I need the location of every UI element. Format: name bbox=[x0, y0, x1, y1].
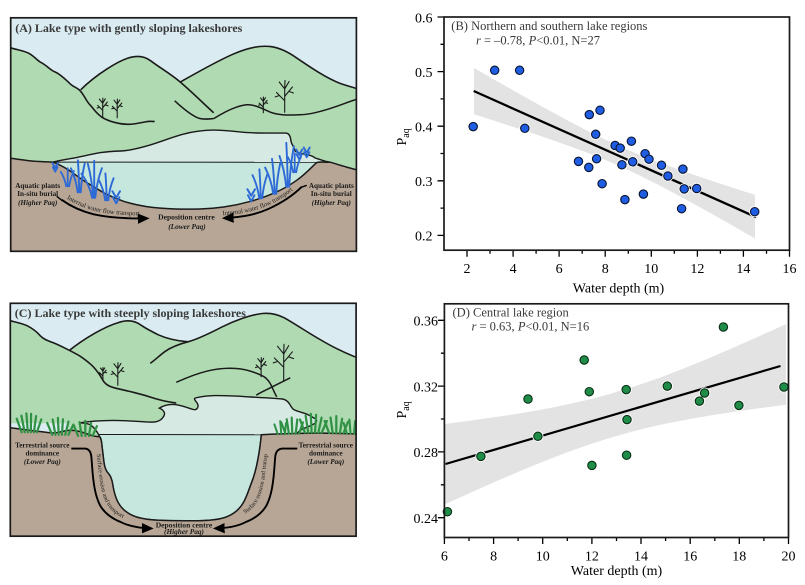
svg-text:2: 2 bbox=[464, 262, 471, 277]
svg-text:In-situ burial: In-situ burial bbox=[17, 190, 58, 198]
svg-text:0.6: 0.6 bbox=[415, 11, 433, 26]
svg-text:(Higher Paq): (Higher Paq) bbox=[18, 199, 57, 207]
svg-text:Terrestrial source: Terrestrial source bbox=[15, 441, 69, 449]
svg-text:dominance: dominance bbox=[26, 450, 60, 458]
svg-text:(Higher Paq): (Higher Paq) bbox=[164, 527, 204, 536]
svg-text:20: 20 bbox=[782, 549, 796, 564]
svg-text:(Lower Paq): (Lower Paq) bbox=[307, 458, 344, 466]
svg-text:0.28: 0.28 bbox=[414, 446, 439, 461]
svg-text:r = 0.63, P<0.01, N=16: r = 0.63, P<0.01, N=16 bbox=[472, 319, 590, 333]
svg-text:4: 4 bbox=[510, 262, 517, 277]
svg-text:dominance: dominance bbox=[309, 450, 343, 458]
svg-text:0.2: 0.2 bbox=[415, 230, 433, 245]
svg-text:18: 18 bbox=[732, 549, 746, 564]
svg-text:Deposition centre: Deposition centre bbox=[156, 520, 213, 529]
svg-text:(D) Central lake region: (D) Central lake region bbox=[453, 305, 570, 319]
svg-text:12: 12 bbox=[690, 262, 704, 277]
svg-text:Terrestrial source: Terrestrial source bbox=[299, 441, 353, 449]
svg-text:8: 8 bbox=[602, 262, 609, 277]
svg-text:In-situ burial: In-situ burial bbox=[311, 190, 352, 198]
svg-text:6: 6 bbox=[556, 262, 563, 277]
svg-text:(Lower Paq): (Lower Paq) bbox=[168, 222, 206, 231]
svg-text:12: 12 bbox=[585, 549, 599, 564]
svg-text:16: 16 bbox=[783, 262, 797, 277]
svg-text:r = –0.78, P<0.01, N=27: r = –0.78, P<0.01, N=27 bbox=[476, 34, 600, 48]
svg-text:14: 14 bbox=[634, 549, 648, 564]
svg-text:Water depth (m): Water depth (m) bbox=[571, 564, 663, 579]
svg-text:6: 6 bbox=[441, 549, 448, 564]
svg-text:8: 8 bbox=[490, 549, 497, 564]
svg-text:Aquatic plants: Aquatic plants bbox=[309, 182, 354, 190]
svg-text:14: 14 bbox=[736, 262, 750, 277]
svg-text:(B) Northern and southern lake: (B) Northern and southern lake regions bbox=[451, 19, 647, 33]
svg-text:(C) Lake type with steeply slo: (C) Lake type with steeply sloping lakes… bbox=[15, 306, 246, 320]
svg-text:0.36: 0.36 bbox=[414, 315, 439, 330]
svg-text:0.5: 0.5 bbox=[415, 66, 433, 81]
svg-text:Deposition centre: Deposition centre bbox=[158, 212, 215, 221]
svg-text:10: 10 bbox=[536, 549, 550, 564]
svg-text:16: 16 bbox=[683, 549, 697, 564]
svg-text:(Lower Paq): (Lower Paq) bbox=[24, 458, 61, 466]
svg-text:0.4: 0.4 bbox=[415, 121, 433, 136]
svg-text:(A) Lake type with gently slop: (A) Lake type with gently sloping lakesh… bbox=[15, 21, 242, 35]
svg-text:10: 10 bbox=[644, 262, 658, 277]
svg-text:Water depth (m): Water depth (m) bbox=[573, 282, 665, 297]
svg-text:(Higher Paq): (Higher Paq) bbox=[312, 199, 351, 207]
svg-text:0.32: 0.32 bbox=[414, 380, 439, 395]
svg-text:0.24: 0.24 bbox=[414, 512, 439, 527]
svg-text:Aquatic plants: Aquatic plants bbox=[15, 182, 60, 190]
svg-text:0.3: 0.3 bbox=[415, 175, 433, 190]
